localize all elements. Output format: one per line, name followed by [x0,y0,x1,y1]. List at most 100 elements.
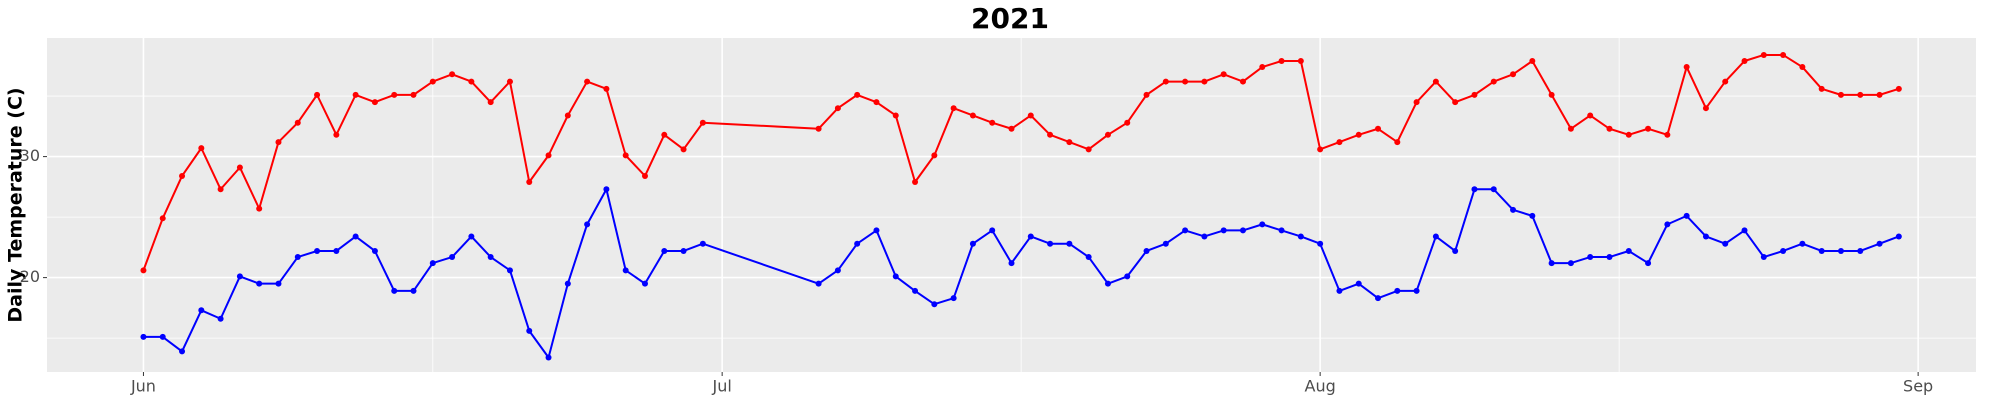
data-point [1317,240,1324,247]
data-point [1741,227,1748,234]
data-point [1413,287,1420,294]
data-point [1837,91,1844,98]
data-point [1182,78,1189,85]
data-point [950,295,957,302]
y-tick-label: 20 [20,267,40,286]
data-point [545,354,552,361]
data-point [1741,57,1748,64]
data-point [873,227,880,234]
data-point [275,280,282,287]
data-point [256,280,263,287]
data-point [1876,240,1883,247]
data-point [1201,233,1208,240]
data-point [159,333,166,340]
data-point [1220,227,1227,234]
data-point [1587,112,1594,119]
data-point [1645,260,1652,267]
data-point [487,254,494,261]
data-point [603,186,610,193]
data-point [1490,186,1497,193]
data-point [1317,146,1324,153]
data-point [1297,233,1304,240]
data-point [1162,240,1169,247]
data-point [641,280,648,287]
data-point [1182,227,1189,234]
data-point [468,78,475,85]
data-point [622,267,629,274]
data-point [1683,64,1690,71]
data-point [1760,254,1767,261]
data-point [1780,51,1787,58]
data-point [410,91,417,98]
data-point [1799,64,1806,71]
data-point [429,78,436,85]
data-point [1047,131,1054,138]
data-point [1567,260,1574,267]
data-point [641,172,648,179]
data-point [1104,280,1111,287]
data-point [1278,227,1285,234]
data-point [1375,295,1382,302]
data-point [1857,247,1864,254]
data-point [179,172,186,179]
data-point [1645,125,1652,132]
data-point [526,179,533,186]
data-point [1355,280,1362,287]
data-point [1780,247,1787,254]
data-point [854,240,861,247]
data-point [1259,64,1266,71]
data-point [526,327,533,334]
x-tick-label: Jun [130,377,156,396]
data-point [371,247,378,254]
data-point [1394,287,1401,294]
data-point [1760,51,1767,58]
data-point [1124,119,1131,126]
data-point [912,287,919,294]
data-point [1394,139,1401,146]
data-point [179,348,186,355]
data-point [969,112,976,119]
data-point [1027,112,1034,119]
data-point [256,205,263,212]
data-point [680,247,687,254]
data-point [815,125,822,132]
data-point [1143,91,1150,98]
data-point [622,152,629,159]
data-point [969,240,976,247]
data-point [468,233,475,240]
data-point [198,307,205,314]
data-point [1066,139,1073,146]
data-point [584,221,591,228]
data-point [1220,71,1227,78]
data-point [1066,240,1073,247]
data-point [275,139,282,146]
data-point [1490,78,1497,85]
data-point [1529,212,1536,219]
data-point [1355,131,1362,138]
data-point [1201,78,1208,85]
data-point [1162,78,1169,85]
data-point [1008,125,1015,132]
data-point [564,280,571,287]
data-point [198,145,205,152]
data-point [699,240,706,247]
data-point [1895,233,1902,240]
data-point [834,105,841,112]
data-point [892,273,899,280]
data-point [217,186,224,193]
data-point [1818,85,1825,92]
data-point [1085,254,1092,261]
data-point [912,179,919,186]
data-point [1239,227,1246,234]
data-point [545,152,552,159]
data-point [854,91,861,98]
data-point [352,91,359,98]
data-point [603,85,610,92]
data-point [1510,71,1517,78]
data-point [1027,233,1034,240]
data-point [873,99,880,106]
y-tick-label: 30 [20,146,40,165]
data-point [1471,91,1478,98]
data-point [429,260,436,267]
